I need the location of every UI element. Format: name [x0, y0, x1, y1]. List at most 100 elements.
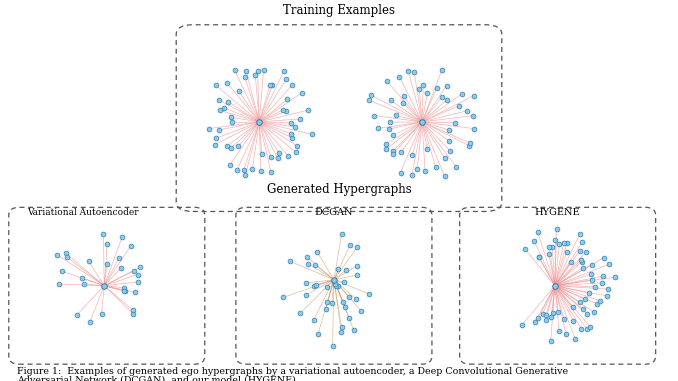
Point — [409, 69, 420, 75]
Point — [117, 234, 127, 240]
Point — [239, 166, 250, 173]
Point — [388, 150, 399, 157]
Point — [464, 140, 475, 146]
Point — [561, 240, 572, 247]
Point — [387, 148, 398, 154]
Point — [549, 283, 560, 289]
Point — [369, 112, 380, 118]
Point — [356, 308, 367, 314]
Point — [330, 281, 340, 287]
Point — [543, 251, 554, 257]
Point — [290, 124, 300, 130]
Point — [445, 148, 456, 154]
Point — [328, 277, 339, 283]
Point — [546, 244, 557, 250]
Point — [559, 316, 570, 322]
Point — [578, 264, 589, 271]
Point — [544, 244, 555, 250]
Text: Training Examples: Training Examples — [283, 4, 395, 17]
Point — [302, 261, 313, 267]
Point — [320, 306, 331, 312]
Point — [574, 248, 585, 254]
Point — [281, 77, 292, 83]
Point — [295, 310, 306, 316]
Point — [54, 281, 64, 287]
Point — [333, 266, 344, 272]
Point — [278, 295, 289, 301]
Point — [309, 262, 320, 268]
Point — [403, 67, 414, 74]
Point — [125, 243, 136, 249]
Point — [336, 324, 347, 330]
Point — [282, 96, 293, 102]
Point — [52, 252, 63, 258]
Point — [118, 285, 129, 291]
Point — [589, 309, 599, 315]
Point — [561, 331, 572, 337]
Point — [77, 275, 87, 281]
Point — [587, 261, 598, 267]
Point — [227, 120, 238, 126]
Point — [302, 107, 313, 113]
Point — [210, 82, 221, 88]
Text: Figure 1:  Examples of generated ego hypergraphs by a variational autoencoder, a: Figure 1: Examples of generated ego hype… — [17, 367, 568, 376]
Point — [576, 325, 587, 331]
Point — [272, 155, 283, 161]
Point — [529, 238, 540, 244]
Point — [285, 131, 296, 137]
Point — [441, 83, 452, 89]
Point — [407, 172, 418, 178]
Point — [437, 67, 447, 73]
Point — [601, 293, 612, 299]
Point — [322, 299, 333, 305]
Point — [283, 153, 294, 159]
Point — [540, 317, 551, 323]
Point — [451, 164, 462, 170]
Point — [437, 94, 447, 100]
Text: Generated Hypergraphs: Generated Hypergraphs — [266, 183, 412, 196]
Point — [99, 283, 110, 289]
Point — [301, 254, 312, 260]
Point — [280, 108, 291, 114]
Point — [580, 296, 591, 303]
Point — [119, 288, 129, 294]
Point — [344, 242, 355, 248]
Point — [517, 322, 527, 328]
Point — [398, 93, 409, 99]
Point — [394, 74, 405, 80]
Point — [134, 264, 145, 271]
Point — [576, 257, 586, 263]
Point — [102, 241, 113, 247]
Point — [582, 311, 593, 317]
Point — [540, 312, 551, 318]
Point — [56, 268, 67, 274]
Point — [391, 112, 401, 118]
Point — [339, 279, 350, 285]
Point — [352, 244, 363, 250]
Point — [285, 258, 296, 264]
Text: Adversarial Network (DCGAN), and our model (HYGENE).: Adversarial Network (DCGAN), and our mod… — [17, 375, 299, 381]
Point — [290, 149, 301, 155]
Point — [252, 68, 263, 74]
Point — [385, 98, 396, 104]
Point — [580, 249, 591, 255]
Point — [348, 327, 359, 333]
Point — [129, 267, 140, 274]
Point — [582, 326, 593, 332]
Point — [312, 249, 323, 255]
Point — [306, 131, 317, 137]
Point — [327, 343, 338, 349]
Point — [597, 273, 608, 279]
Point — [570, 336, 581, 342]
Point — [132, 272, 143, 278]
Point — [603, 286, 614, 292]
Point — [309, 283, 320, 289]
Point — [60, 250, 71, 256]
Point — [239, 74, 250, 80]
Point — [233, 143, 244, 149]
Point — [352, 263, 363, 269]
Point — [115, 265, 126, 271]
Point — [250, 72, 260, 78]
Point — [292, 143, 303, 149]
Point — [222, 99, 233, 105]
